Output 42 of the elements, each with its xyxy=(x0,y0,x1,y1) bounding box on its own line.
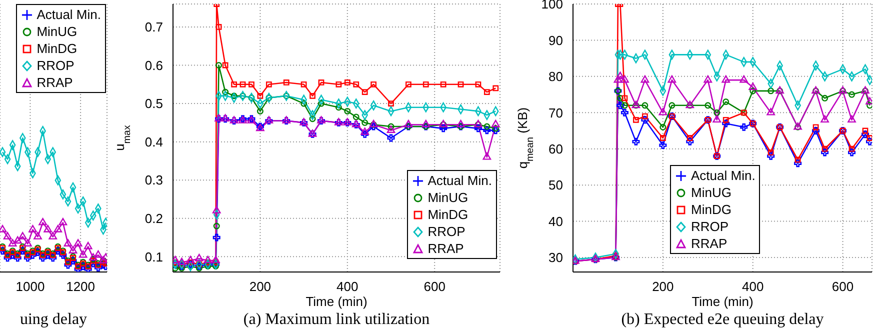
legend-label: MinDG xyxy=(36,40,78,57)
legend-label: RRAP xyxy=(36,74,73,91)
y-tick-label: 80 xyxy=(548,69,563,84)
y-tick-label: 0.5 xyxy=(144,96,163,112)
legend-label: Actual Min. xyxy=(691,167,756,184)
x-axis-title: Time (min) xyxy=(306,294,368,309)
y-tick-label: 0.3 xyxy=(144,172,163,188)
y-tick-label: 0.1 xyxy=(144,249,163,264)
x-tick-label: 200 xyxy=(652,279,674,294)
legend-label: MinUG xyxy=(691,184,732,201)
y-tick-label: 30 xyxy=(548,250,563,266)
x-tick-label: 400 xyxy=(742,279,764,294)
legend-label: RROP xyxy=(691,218,729,235)
x-tick-label: 1000 xyxy=(16,279,45,294)
legend-label: RRAP xyxy=(691,235,728,252)
legend-label: MinUG xyxy=(428,189,468,206)
x-axis-title: Time (min) xyxy=(692,294,754,309)
x-tick-label: 400 xyxy=(336,279,358,294)
y-tick-label: 40 xyxy=(548,214,563,229)
y-tick-label: 0.2 xyxy=(144,211,163,226)
legend-label: Actual Min. xyxy=(36,6,101,23)
y-tick-label: 0.4 xyxy=(144,134,163,150)
legend-label: RRAP xyxy=(428,240,464,257)
y-tick-label: 0.7 xyxy=(144,20,163,35)
legend-label: MinDG xyxy=(691,201,732,218)
x-tick-label: 200 xyxy=(249,279,272,294)
legend-label: RROP xyxy=(428,223,466,240)
text: (b) Expected e2e queuing delay xyxy=(620,311,825,329)
legend-label: MinUG xyxy=(36,23,78,40)
y-tick-label: 50 xyxy=(548,178,563,193)
y-tick-label: 70 xyxy=(548,105,563,120)
y-tick-label: 60 xyxy=(548,141,563,156)
legend-label: Actual Min. xyxy=(428,172,492,189)
y-tick-label: 0.6 xyxy=(144,58,163,73)
text: uing delay xyxy=(18,311,88,329)
legend-label: RROP xyxy=(36,57,74,74)
text: (a) Maximum link utilization xyxy=(242,311,431,329)
x-tick-label: 600 xyxy=(832,279,854,294)
x-tick-label: 1200 xyxy=(66,279,96,294)
x-tick-label: 600 xyxy=(424,279,446,294)
legend-label: MinDG xyxy=(428,206,468,223)
y-tick-label: 90 xyxy=(548,32,563,48)
